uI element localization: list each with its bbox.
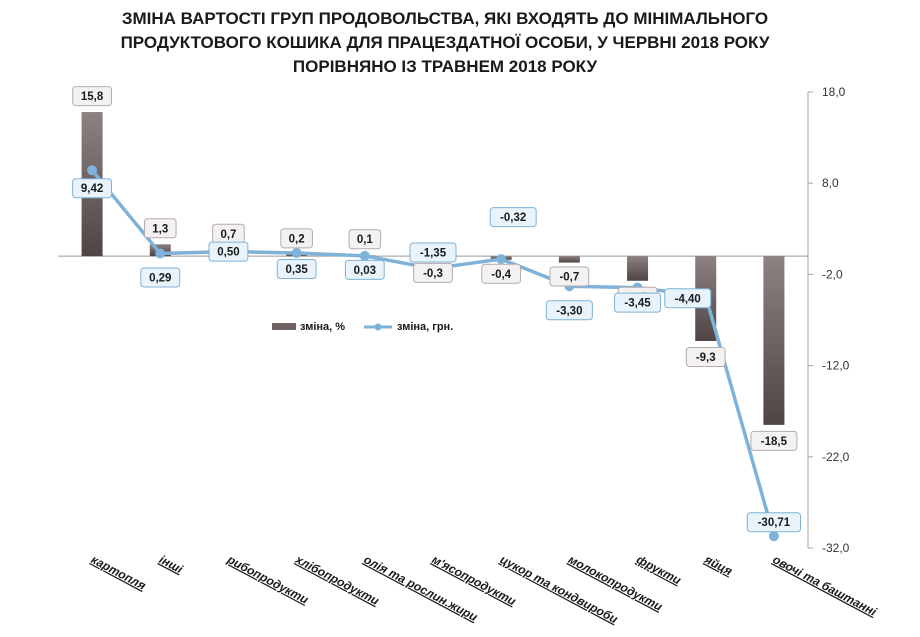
bar-label-інші: 1,3 bbox=[143, 218, 177, 239]
y-axis: 18,0 8,0 -2,0 -12,0 -22,0 -32,0 bbox=[807, 85, 850, 555]
line-label-хлібопродукти: 0,35 bbox=[276, 258, 317, 279]
legend-bar-swatch bbox=[272, 323, 296, 330]
bar-label-картопля: 15,8 bbox=[72, 86, 112, 107]
svg-text:-1,35: -1,35 bbox=[420, 247, 447, 259]
svg-text:-0,4: -0,4 bbox=[491, 269, 511, 281]
line-series bbox=[87, 165, 779, 542]
category-label: інші bbox=[157, 552, 186, 576]
bar-label-овочі та баштанні: -18,5 bbox=[750, 430, 798, 451]
legend: зміна, % зміна, грн. bbox=[272, 321, 453, 333]
line-point-картопля bbox=[87, 165, 98, 176]
svg-text:0,29: 0,29 bbox=[149, 273, 171, 285]
svg-text:-3,30: -3,30 bbox=[556, 305, 582, 317]
svg-text:0,03: 0,03 bbox=[354, 265, 376, 277]
bar-label-яйця: -9,3 bbox=[685, 346, 726, 367]
line-label-м'ясопродукти: -1,35 bbox=[409, 242, 457, 263]
category-label: олія та рослин.жири bbox=[361, 552, 480, 624]
line-path bbox=[90, 169, 776, 537]
title-line-1: ЗМІНА ВАРТОСТІ ГРУП ПРОДОВОЛЬСТВА, ЯКІ В… bbox=[122, 9, 768, 28]
svg-text:0,2: 0,2 bbox=[289, 233, 305, 245]
category-label: овочі та баштанні bbox=[771, 552, 880, 619]
svg-text:15,8: 15,8 bbox=[81, 91, 104, 103]
svg-text:1,3: 1,3 bbox=[152, 223, 168, 235]
svg-text:0,50: 0,50 bbox=[217, 247, 239, 259]
y-tick-label: 8,0 bbox=[822, 176, 839, 190]
line-label-картопля: 9,42 bbox=[72, 178, 112, 199]
y-tick-label: -22,0 bbox=[822, 450, 850, 464]
svg-text:-18,5: -18,5 bbox=[761, 436, 788, 448]
line-label-цукор та кондвироби: -0,32 bbox=[489, 207, 537, 228]
bar-фрукти bbox=[627, 256, 649, 281]
bar-label-цукор та кондвироби: -0,4 bbox=[481, 263, 522, 284]
line-point-цукор та кондвироби bbox=[496, 254, 507, 265]
legend-line-marker bbox=[374, 323, 382, 331]
category-labels: картопля інші рибопродуктихлібопродуктиолі… bbox=[89, 552, 880, 627]
line-point-хлібопродукти bbox=[291, 247, 302, 258]
bar-label-м'ясопродукти: -0,3 bbox=[413, 262, 453, 283]
line-label-рибопродукти: 0,50 bbox=[208, 241, 249, 262]
bar-label-хлібопродукти: 0,2 bbox=[280, 228, 313, 249]
line-label-інші: 0,29 bbox=[140, 267, 181, 288]
svg-text:-9,3: -9,3 bbox=[696, 352, 716, 364]
legend-bar-label: зміна, % bbox=[300, 321, 345, 333]
line-point-олія та рослин.жири bbox=[359, 250, 370, 261]
y-tick-label: -32,0 bbox=[822, 541, 850, 555]
svg-text:-0,3: -0,3 bbox=[423, 268, 443, 280]
category-label: яйця bbox=[701, 552, 734, 579]
data-labels: 15,81,30,70,20,1-0,3-0,4-0,7-2,7-9,3-18,… bbox=[72, 86, 802, 533]
line-point-інші bbox=[155, 248, 166, 259]
title-line-2: ПРОДУКТОВОГО КОШИКА ДЛЯ ПРАЦЕЗДАТНОЇ ОСО… bbox=[121, 33, 770, 52]
svg-text:-30,71: -30,71 bbox=[758, 517, 791, 529]
chart-title: ЗМІНА ВАРТОСТІ ГРУП ПРОДОВОЛЬСТВА, ЯКІ В… bbox=[121, 9, 770, 76]
svg-text:0,7: 0,7 bbox=[220, 229, 236, 241]
bar-label-олія та рослин.жири: 0,1 bbox=[348, 229, 382, 250]
svg-text:-4,40: -4,40 bbox=[675, 293, 701, 305]
y-tick-label: 18,0 bbox=[822, 85, 846, 99]
svg-text:-0,32: -0,32 bbox=[500, 212, 526, 224]
title-line-3: ПОРІВНЯНО ІЗ ТРАВНЕМ 2018 РОКУ bbox=[293, 57, 598, 76]
y-tick-label: -2,0 bbox=[822, 267, 843, 281]
category-label: фрукти bbox=[634, 552, 684, 587]
line-label-овочі та баштанні: -30,71 bbox=[746, 512, 802, 533]
bar-label-рибопродукти: 0,7 bbox=[212, 223, 245, 244]
bar-молокопродукти bbox=[558, 256, 580, 263]
svg-text:-0,7: -0,7 bbox=[559, 272, 579, 284]
category-label: картопля bbox=[89, 552, 148, 593]
svg-text:9,42: 9,42 bbox=[81, 183, 103, 195]
svg-text:0,1: 0,1 bbox=[357, 234, 374, 246]
category-label: цукор та кондвироби bbox=[498, 552, 621, 626]
legend-line-label: зміна, грн. bbox=[397, 321, 453, 333]
svg-text:-3,45: -3,45 bbox=[624, 298, 651, 310]
line-point-овочі та баштанні bbox=[768, 531, 779, 542]
line-label-фрукти: -3,45 bbox=[614, 292, 662, 313]
line-label-олія та рослин.жири: 0,03 bbox=[344, 259, 385, 280]
svg-text:0,35: 0,35 bbox=[285, 264, 308, 276]
bar-label-молокопродукти: -0,7 bbox=[549, 266, 590, 287]
line-label-молокопродукти: -3,30 bbox=[545, 300, 593, 321]
bar-овочі та баштанні bbox=[763, 256, 785, 425]
y-tick-label: -12,0 bbox=[822, 359, 850, 373]
line-label-яйця: -4,40 bbox=[664, 288, 712, 309]
